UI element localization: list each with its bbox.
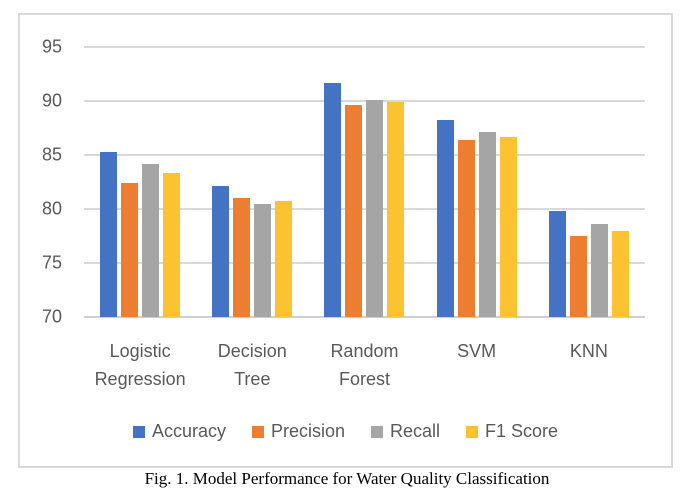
plot-area [84,46,645,318]
gridline [84,154,645,156]
bar-recall-knn [590,224,608,317]
x-axis: Logistic Regression Decision Tree Random F… [84,337,645,393]
bar-accuracy-random-forest [324,82,342,317]
x-axis-category-label: SVM [457,341,497,361]
bar-group-logistic-regression [84,47,196,317]
y-axis-tick-label: 90 [41,90,62,111]
bar-recall-decision-tree [254,203,272,317]
legend-label: Precision [270,421,345,441]
bar-f1-score-decision-tree [275,201,293,317]
y-axis-tick-label: 75 [41,252,62,273]
legend-label: Recall [390,421,441,441]
bar-group-svm [421,47,533,317]
bar-recall-random-forest [366,99,384,317]
x-axis-category-label: Random Forest [330,341,399,389]
legend-label: F1 Score [485,421,559,441]
bar-f1-score-logistic-regression [163,173,181,317]
bar-group-random-forest [308,47,420,317]
y-axis-tick-label: 95 [41,36,62,57]
x-axis-category-label: KNN [569,341,608,361]
bar-precision-logistic-regression [121,183,139,317]
legend-swatch-icon [251,425,264,438]
bar-accuracy-decision-tree [212,186,230,317]
y-axis-tick-label: 80 [41,198,62,219]
x-axis-category-label: Decision Tree [217,341,287,389]
gridline [84,100,645,102]
legend: Accuracy Precision Recall F1 Score [20,421,671,442]
y-axis-tick-label: 85 [41,144,62,165]
bar-f1-score-knn [611,230,629,317]
legend-label: Accuracy [151,421,226,441]
legend-swatch-icon [371,425,383,438]
legend-item-f1-score: F1 Score [466,421,558,442]
bar-group-decision-tree [196,47,308,317]
bar-f1-score-svm [499,136,517,317]
chart: 70 75 80 85 90 95 Logistic Regression Decision… [18,13,673,468]
gridline [84,46,645,48]
x-axis-line [84,316,645,318]
legend-item-precision: Precision [251,421,345,442]
bar-group-knn [533,47,645,317]
bar-accuracy-svm [436,120,454,317]
figure-caption: Fig. 1. Model Performance for Water Qual… [144,469,550,488]
bar-precision-random-forest [345,105,363,317]
legend-swatch-icon [466,425,479,438]
bar-recall-logistic-regression [142,163,160,317]
bar-precision-svm [457,139,475,317]
gridline [84,208,645,210]
bar-precision-knn [569,236,587,317]
bar-precision-decision-tree [233,198,251,317]
y-axis-tick-label: 70 [41,306,62,327]
bar-accuracy-logistic-regression [100,151,118,317]
x-axis-category-label: Logistic Regression [94,341,186,389]
bar-f1-score-random-forest [387,102,405,317]
bar-accuracy-knn [548,211,566,317]
bar-recall-svm [478,132,496,317]
gridline [84,262,645,264]
legend-item-accuracy: Accuracy [132,421,226,442]
legend-item-recall: Recall [371,421,440,442]
legend-swatch-icon [132,425,145,438]
